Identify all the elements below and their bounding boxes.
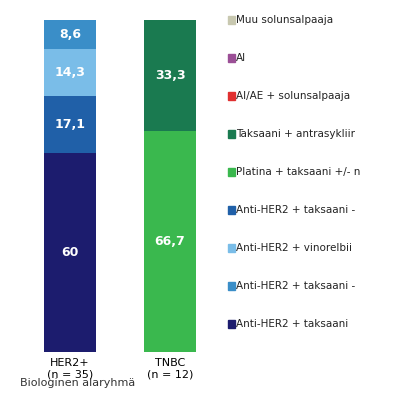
Text: Taksaani + antrasykliir: Taksaani + antrasykliir bbox=[236, 129, 355, 139]
Text: Anti-HER2 + taksaani -: Anti-HER2 + taksaani - bbox=[236, 281, 356, 291]
Text: AI: AI bbox=[236, 53, 246, 63]
Text: Platina + taksaani +/- n: Platina + taksaani +/- n bbox=[236, 167, 361, 177]
Bar bbox=[144, 130, 196, 352]
Bar bbox=[44, 153, 96, 352]
Bar bbox=[44, 96, 96, 153]
Bar bbox=[44, 48, 96, 96]
Text: 66,7: 66,7 bbox=[155, 235, 185, 248]
Text: Anti-HER2 + vinorelbii: Anti-HER2 + vinorelbii bbox=[236, 243, 352, 253]
Text: 33,3: 33,3 bbox=[155, 69, 185, 82]
Text: 14,3: 14,3 bbox=[54, 66, 86, 79]
Bar bbox=[44, 20, 96, 48]
Text: Anti-HER2 + taksaani -: Anti-HER2 + taksaani - bbox=[236, 205, 356, 215]
Text: 17,1: 17,1 bbox=[54, 118, 86, 131]
Text: Anti-HER2 + taksaani: Anti-HER2 + taksaani bbox=[236, 319, 348, 329]
Text: Biologinen alaryhmä: Biologinen alaryhmä bbox=[20, 378, 135, 388]
Text: Muu solunsalpaaja: Muu solunsalpaaja bbox=[236, 15, 334, 25]
Text: AI/AE + solunsalpaaja: AI/AE + solunsalpaaja bbox=[236, 91, 350, 101]
Text: 60: 60 bbox=[61, 246, 79, 259]
Bar bbox=[144, 20, 196, 130]
Text: 8,6: 8,6 bbox=[59, 28, 81, 41]
